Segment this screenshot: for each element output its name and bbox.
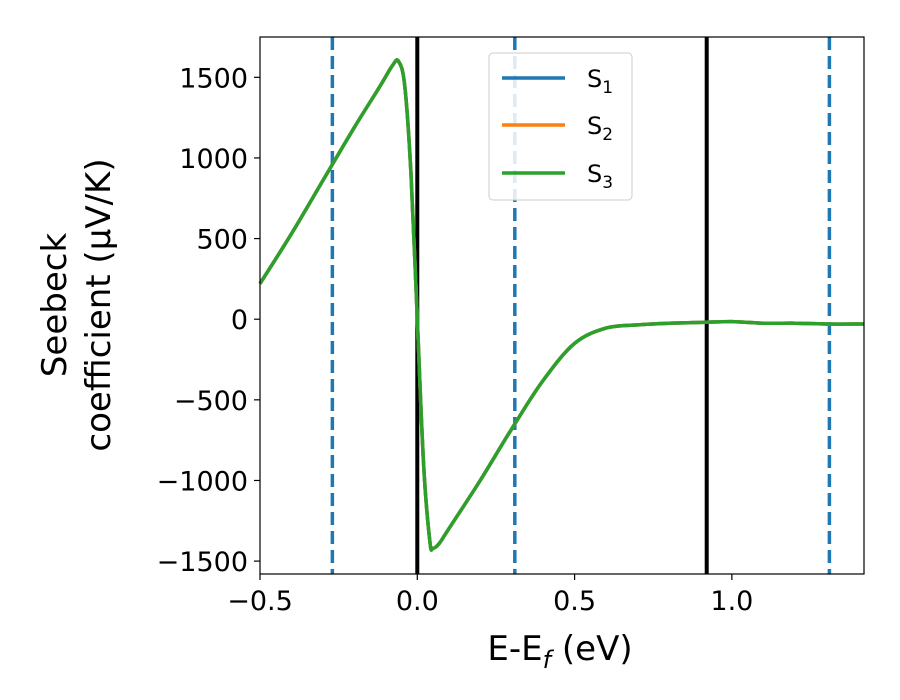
y-tick-label: −500 [174,386,248,417]
x-tick-label: 0.0 [396,586,439,617]
y-tick-label: 1500 [179,63,248,94]
x-ticks: −0.5 0.0 0.5 1.0 [227,574,753,617]
y-axis-label-line1: Seebeck [35,233,75,378]
y-axis-label-line2: coefficient (μV/K) [79,158,119,451]
series-lines [258,58,865,552]
y-tick-label: 0 [231,305,248,336]
y-tick-label: 1000 [179,144,248,175]
y-tick-label: −1500 [157,547,248,578]
y-ticks: −1500 −1000 −500 0 500 1000 1500 [157,63,260,578]
y-tick-label: −1000 [157,466,248,497]
x-tick-label: −0.5 [227,586,293,617]
axes-frame [259,36,865,575]
y-axis-label: Seebeck coefficient (μV/K) [35,158,119,451]
series-line-S3 [258,58,865,552]
legend-label-S3: S3 [587,160,613,193]
x-tick-label: 1.0 [710,586,753,617]
x-axis-label-tail: (eV) [551,629,633,669]
legend-label-S1: S1 [587,65,613,98]
legend-label-S2: S2 [587,112,613,145]
x-tick-label: 0.5 [553,586,596,617]
x-axis-label-main: E-E [487,629,542,669]
legend: S1 S2 S3 [488,52,633,201]
x-axis-label: E-Ef (eV) [487,629,632,674]
y-tick-label: 500 [196,225,248,256]
